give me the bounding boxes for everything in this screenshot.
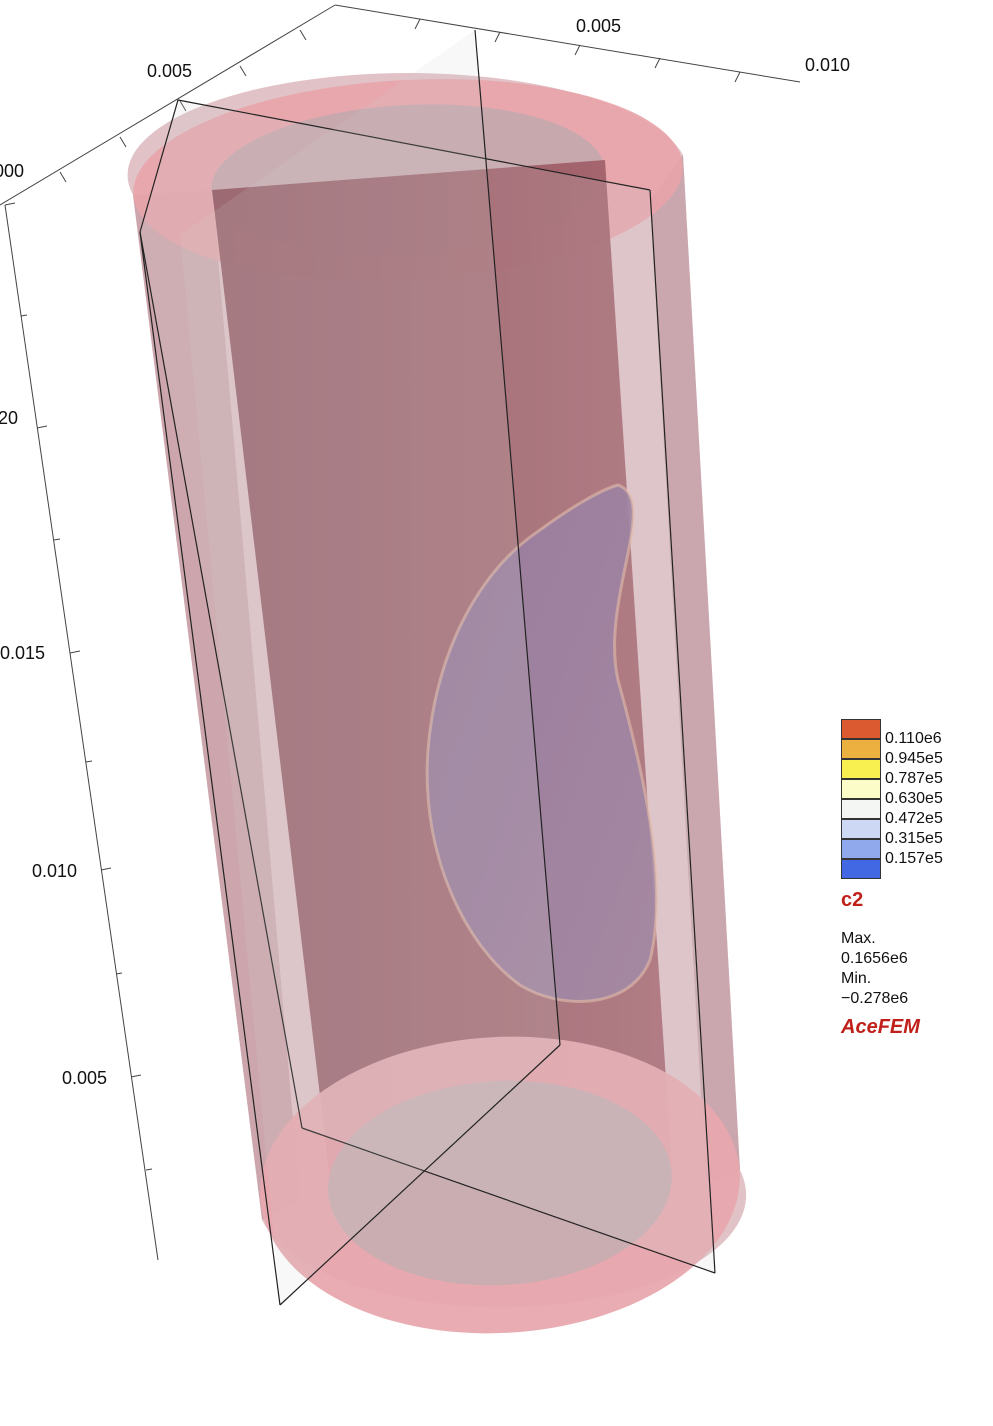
- legend-label: 0.945e5: [885, 750, 943, 767]
- legend-entry: 0.157e5: [841, 839, 991, 867]
- axis-box: [0, 4, 801, 1261]
- legend-entry: 0.630e5: [841, 779, 991, 807]
- legend-entry: 0.945e5: [841, 739, 991, 767]
- legend-entry: [841, 859, 991, 879]
- tick-label: 20: [0, 408, 18, 428]
- legend-variable-name: c2: [841, 889, 864, 911]
- tick-label: 0.005: [147, 61, 192, 81]
- max-label: Max.: [841, 930, 876, 947]
- tick-label: 0.010: [32, 861, 77, 881]
- legend-entry: 0.110e6: [841, 719, 991, 747]
- min-value: −0.278e6: [841, 990, 909, 1007]
- tick-label: 0.010: [805, 55, 850, 75]
- cutting-plane-1: [139, 99, 716, 1274]
- legend-swatch: [841, 859, 881, 879]
- legend-entry: 0.472e5: [841, 799, 991, 827]
- legend-swatch: [841, 819, 881, 839]
- legend-label: 0.787e5: [885, 770, 943, 787]
- acefem-brand: AceFEM: [841, 1016, 920, 1038]
- legend-swatch: [841, 759, 881, 779]
- legend-entry: 0.787e5: [841, 759, 991, 787]
- inclusion-region: [425, 483, 659, 1003]
- legend-label: 0.315e5: [885, 830, 943, 847]
- legend-swatch: [841, 739, 881, 759]
- legend-swatch: [841, 799, 881, 819]
- legend-swatches: 0.110e6 0.945e5 0.787e5 0.630e5 0.472e5 0.315…: [841, 719, 991, 879]
- tick-label: 000: [0, 161, 24, 181]
- legend-label: 0.472e5: [885, 810, 943, 827]
- legend-swatch: [841, 719, 881, 739]
- tick-label: 0.005: [62, 1068, 107, 1088]
- legend-label: 0.630e5: [885, 790, 943, 807]
- axis-ticks: [4, 18, 741, 1171]
- legend-label: 0.110e6: [885, 730, 942, 747]
- tick-label: 0.005: [576, 16, 621, 36]
- legend-label: 0.157e5: [885, 850, 943, 867]
- max-value: 0.1656e6: [841, 950, 908, 967]
- color-legend: 0.110e6 0.945e5 0.787e5 0.630e5 0.472e5 0.315…: [841, 719, 991, 1038]
- bottom-cap: [260, 1036, 740, 1334]
- legend-swatch: [841, 839, 881, 859]
- tick-label: 0.015: [0, 643, 45, 663]
- cutting-plane-2: [139, 29, 561, 1306]
- legend-entry: 0.315e5: [841, 819, 991, 847]
- min-label: Min.: [841, 970, 872, 987]
- legend-swatch: [841, 779, 881, 799]
